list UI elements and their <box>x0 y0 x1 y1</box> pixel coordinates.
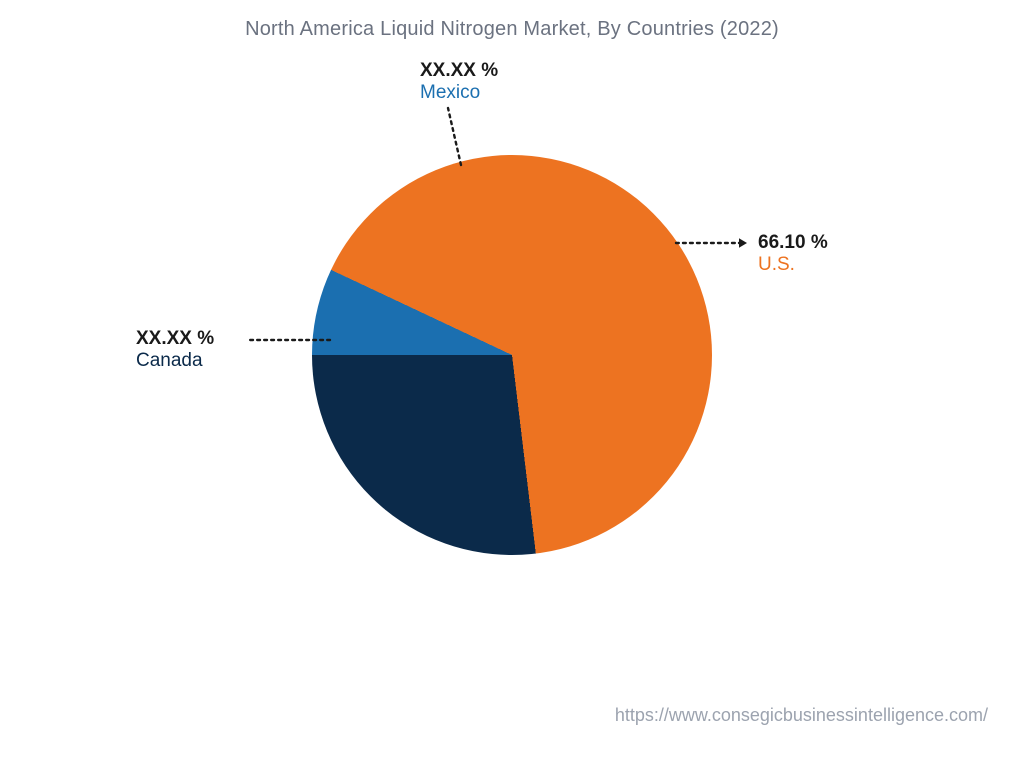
chart-title: North America Liquid Nitrogen Market, By… <box>0 18 1024 41</box>
label-mexico-name: Mexico <box>420 82 498 104</box>
label-canada-pct: XX.XX % <box>136 328 214 350</box>
pie-wrap <box>312 155 712 555</box>
label-canada-name: Canada <box>136 350 214 372</box>
label-us-pct: 66.10 % <box>758 232 828 254</box>
label-us: 66.10 % U.S. <box>758 232 828 276</box>
label-mexico-pct: XX.XX % <box>420 60 498 82</box>
source-url: https://www.consegicbusinessintelligence… <box>615 705 988 726</box>
label-mexico: XX.XX % Mexico <box>420 60 498 104</box>
pie-chart <box>312 155 712 555</box>
chart-container: North America Liquid Nitrogen Market, By… <box>0 0 1024 768</box>
label-canada: XX.XX % Canada <box>136 328 214 372</box>
label-us-name: U.S. <box>758 254 828 276</box>
